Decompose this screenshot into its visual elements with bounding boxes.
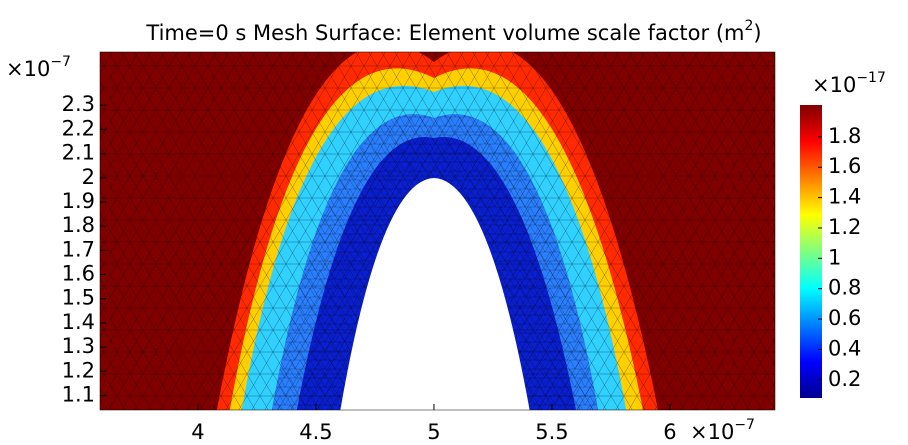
y-tick-label: 1.2 [62,358,95,382]
y-tick-label: 1.9 [62,189,95,213]
colorbar-tick-label: 0.2 [828,367,861,391]
colorbar-tick-label: 0.4 [828,336,861,360]
y-tick-label: 1.6 [62,262,95,286]
y-tick-label: 1.5 [62,286,95,310]
colorbar-multiplier: ×10−17 [812,70,886,97]
y-tick-label: 2.1 [62,141,95,165]
surface [100,52,775,410]
y-tick-label: 2 [82,165,95,189]
colorbar [800,105,822,398]
x-tick-label: 4.5 [299,420,332,444]
colorbar-tick-label: 1.6 [828,154,861,178]
x-tick-label: 4 [191,420,204,444]
y-tick-label: 1.4 [62,310,95,334]
plot-frame [99,51,776,411]
y-tick-label: 1.3 [62,334,95,358]
y-tick-label: 1.1 [62,382,95,406]
x-tick-label: 6 [663,420,676,444]
y-tick-label: 2.2 [62,116,95,140]
y-tick-label: 1.7 [62,237,95,261]
colorbar-tick-label: 1.2 [828,215,861,239]
colorbar-tick-label: 1 [828,245,841,269]
x-tick-label: 5.5 [535,420,568,444]
y-tick-label: 2.3 [62,92,95,116]
colorbar-tick-label: 1.8 [828,124,861,148]
x-tick-label: 5 [427,420,440,444]
colorbar-tick-label: 1.4 [828,185,861,209]
chart-title: Time=0 s Mesh Surface: Element volume sc… [145,18,761,45]
y-tick-label: 1.8 [62,213,95,237]
y-multiplier: ×10−7 [6,54,71,81]
x-multiplier: ×10−7 [690,417,755,444]
colorbar-tick-label: 0.8 [828,276,861,300]
colorbar-tick-label: 0.6 [828,306,861,330]
